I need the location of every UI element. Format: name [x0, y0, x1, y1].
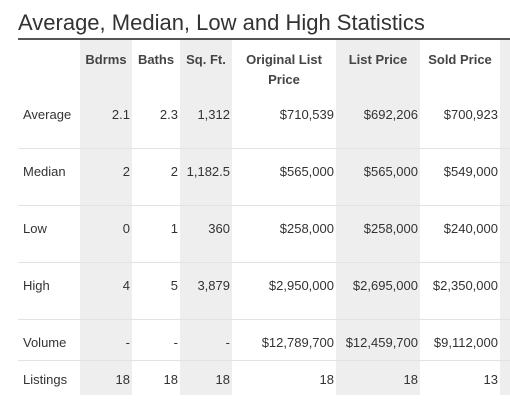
- row-label: High: [23, 278, 50, 293]
- edge-cell: [500, 92, 510, 149]
- table-cell: $565,000: [279, 164, 334, 179]
- table-cell: 2.1: [80, 92, 132, 149]
- table-cell: $258,000: [336, 205, 420, 263]
- table-cell: 2: [80, 148, 132, 206]
- row-label: Volume: [23, 335, 67, 350]
- row-label: Median: [23, 164, 66, 179]
- row-label: Average: [23, 107, 72, 122]
- table-cell: 1: [170, 221, 178, 236]
- table-cell: 18: [180, 360, 232, 395]
- edge-cell: [500, 319, 510, 361]
- table-cell: 0: [80, 205, 132, 263]
- table-cell: 3,879: [180, 262, 232, 320]
- table-cell: $9,112,000: [433, 335, 498, 350]
- title-rule: [18, 38, 510, 40]
- row-label: Low: [23, 221, 47, 236]
- table-cell: 18: [336, 360, 420, 395]
- edge-cell: [500, 262, 510, 320]
- edge-cell: [500, 360, 510, 395]
- table-cell: 5: [170, 278, 178, 293]
- table-cell: $2,695,000: [336, 262, 420, 320]
- table-row: High 4 5 3,879 $2,950,000 $2,695,000 $2,350,00…: [18, 262, 510, 320]
- table-cell: $258,000: [279, 221, 334, 236]
- table-cell: -: [180, 319, 232, 361]
- table-cell: 2.3: [159, 107, 178, 122]
- table-cell: 18: [80, 360, 132, 395]
- column-header: Sq. Ft.: [180, 40, 232, 92]
- edge-cell: [500, 40, 510, 92]
- table-cell: 18: [163, 372, 178, 387]
- table-cell: 2: [170, 164, 178, 179]
- table-cell: $700,923: [443, 107, 498, 122]
- table-cell: -: [173, 335, 178, 350]
- row-label: Listings: [23, 372, 68, 387]
- table-cell: $2,950,000: [268, 278, 334, 293]
- table-cell: -: [80, 319, 132, 361]
- table-row: Median 2 2 1,182.5 $565,000 $565,000 $549,000: [18, 148, 510, 206]
- table-row: Low 0 1 360 $258,000 $258,000 $240,000: [18, 205, 510, 263]
- table-cell: $2,350,000: [432, 278, 498, 293]
- table-cell: 360: [180, 205, 232, 263]
- header-row: Bdrms Baths Sq. Ft. Original List Price List…: [18, 40, 510, 92]
- table-cell: 4: [80, 262, 132, 320]
- table-row: Volume - - - $12,789,700 $12,459,700 $9,112,00…: [18, 319, 510, 361]
- table-cell: $240,000: [443, 221, 498, 236]
- table-cell: $12,789,700: [261, 335, 334, 350]
- title: Average, Median, Low and High Statistics: [18, 10, 425, 35]
- column-header: Baths: [137, 52, 175, 67]
- edge-cell: [500, 205, 510, 263]
- corner-cell: [18, 40, 80, 92]
- column-header: Original List Price: [246, 52, 322, 87]
- table-cell: 1,312: [180, 92, 232, 149]
- stats-table: Bdrms Baths Sq. Ft. Original List Price List…: [18, 40, 510, 395]
- table-cell: 13: [483, 372, 498, 387]
- column-header: Sold Price: [428, 52, 492, 67]
- table-cell: 1,182.5: [180, 148, 232, 206]
- table-cell: $565,000: [336, 148, 420, 206]
- table-cell: 18: [319, 372, 334, 387]
- table-cell: $549,000: [443, 164, 498, 179]
- edge-cell: [500, 148, 510, 206]
- table-row: Average 2.1 2.3 1,312 $710,539 $692,206 $700,9…: [18, 92, 510, 149]
- table-cell: $692,206: [336, 92, 420, 149]
- table-row: Listings 18 18 18 18 18 13: [18, 360, 510, 395]
- table-cell: $710,539: [279, 107, 334, 122]
- table-cell: $12,459,700: [336, 319, 420, 361]
- column-header: Bdrms: [80, 40, 132, 92]
- column-header: List Price: [336, 40, 420, 92]
